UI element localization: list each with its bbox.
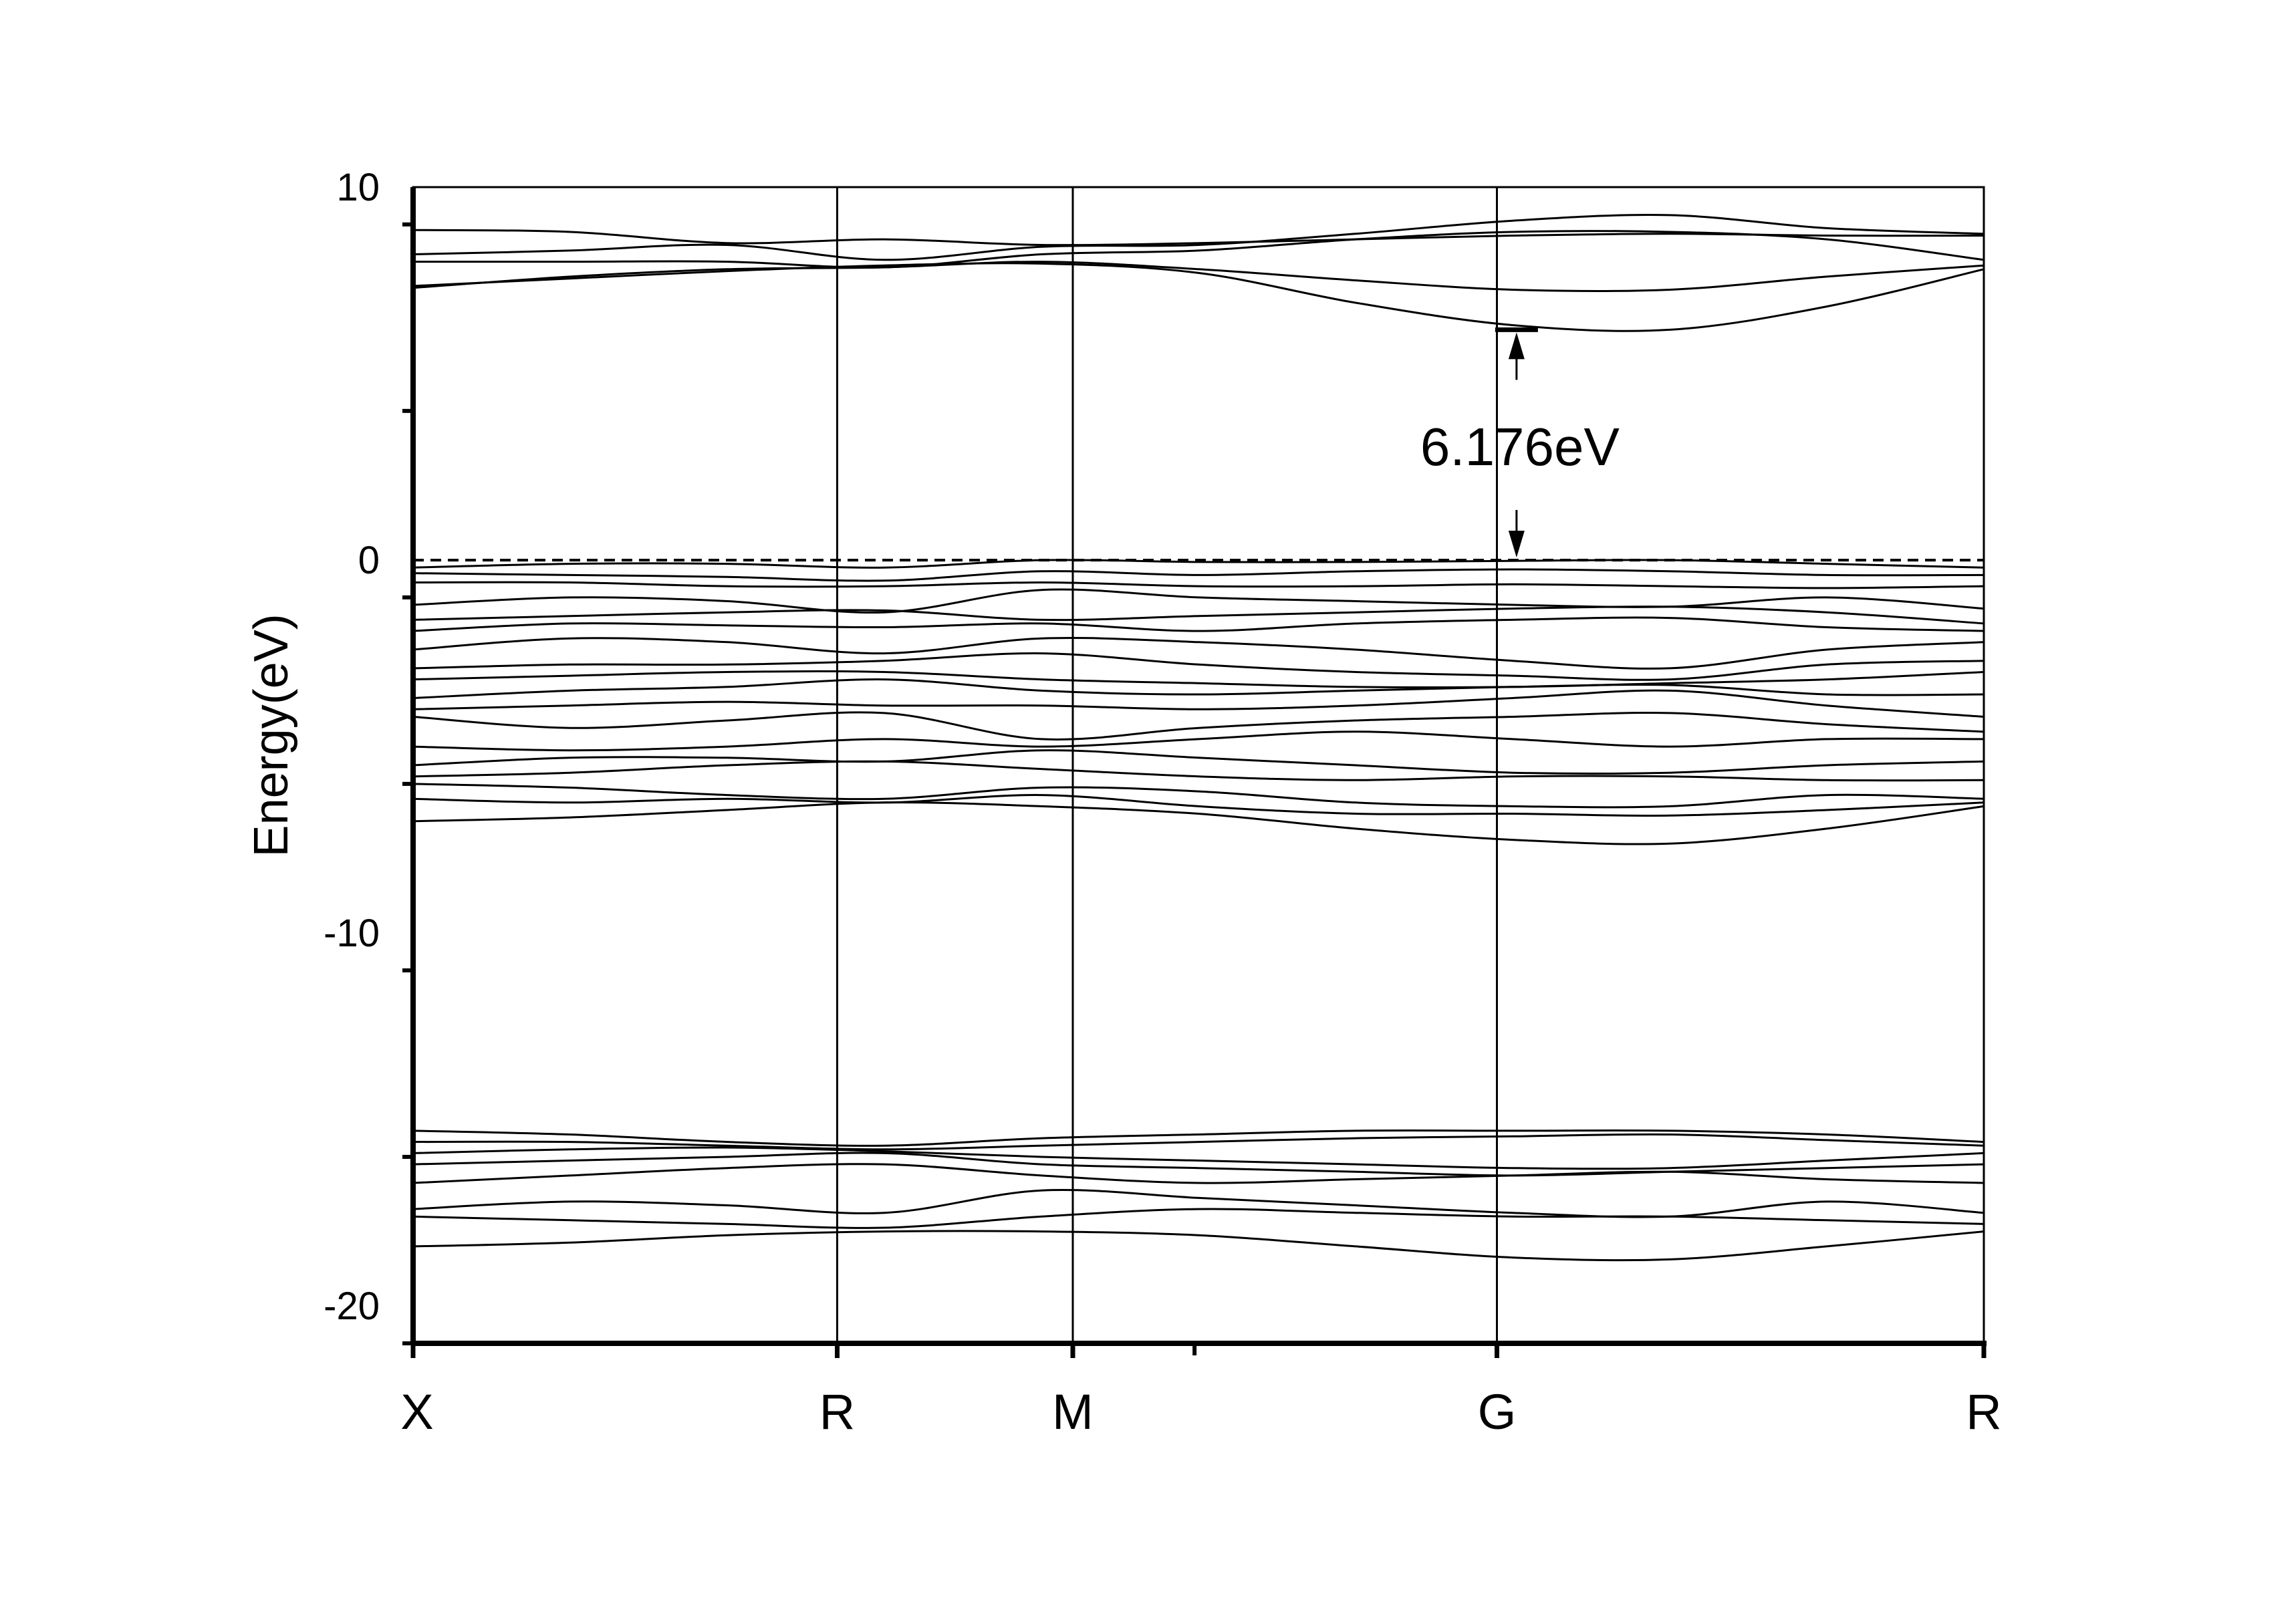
kpoint-label-3: M	[1052, 1384, 1094, 1440]
kpoint-divider-lines	[836, 187, 1498, 1343]
band-line-22	[412, 794, 1985, 817]
band-line-15	[412, 678, 1985, 699]
y-tick-label: -20	[324, 1285, 380, 1328]
gap-arrow-up-head	[1508, 332, 1525, 360]
band-line-24	[412, 1129, 1985, 1147]
kpoint-label-2: R	[819, 1384, 855, 1440]
kpoint-label-5: R	[1966, 1384, 2001, 1440]
band-line-23	[412, 801, 1985, 845]
kpoint-label-4: G	[1478, 1384, 1517, 1440]
band-line-26	[412, 1146, 1985, 1170]
band-line-19	[412, 749, 1985, 775]
band-line-5	[412, 262, 1985, 332]
y-axis-title: Energy(eV)	[245, 614, 298, 857]
gap-arrow-down-head	[1508, 531, 1525, 558]
band-line-18	[412, 730, 1985, 752]
band-gap-annotation: 6.176eV	[1420, 327, 1620, 558]
y-tick-label: 10	[336, 166, 380, 209]
y-axis-ticks: 10 0 -10 -20	[324, 166, 413, 1345]
y-tick-label: -10	[324, 912, 380, 955]
band-line-2	[412, 214, 1985, 261]
band-line-9	[412, 588, 1985, 614]
band-line-25	[412, 1133, 1985, 1151]
band-line-30	[412, 1208, 1985, 1229]
band-line-29	[412, 1188, 1985, 1218]
band-line-14	[412, 670, 1985, 688]
band-line-17	[412, 711, 1985, 741]
band-line-27	[412, 1152, 1985, 1177]
band-line-11	[412, 616, 1985, 632]
band-line-31	[412, 1230, 1985, 1262]
band-line-20	[412, 760, 1985, 782]
band-line-10	[412, 606, 1985, 625]
band-line-8	[412, 581, 1985, 589]
band-line-4	[412, 261, 1985, 293]
band-gap-label: 6.176eV	[1420, 417, 1620, 477]
band-lines	[412, 214, 1985, 1262]
y-tick-label: 0	[358, 539, 380, 582]
band-line-12	[412, 637, 1985, 670]
band-line-28	[412, 1163, 1985, 1184]
band-line-7	[412, 568, 1985, 582]
band-line-3	[413, 230, 1985, 269]
band-line-21	[412, 783, 1985, 809]
band-line-16	[412, 689, 1985, 718]
band-line-13	[412, 652, 1985, 681]
kpoint-label-1: X	[400, 1384, 433, 1440]
